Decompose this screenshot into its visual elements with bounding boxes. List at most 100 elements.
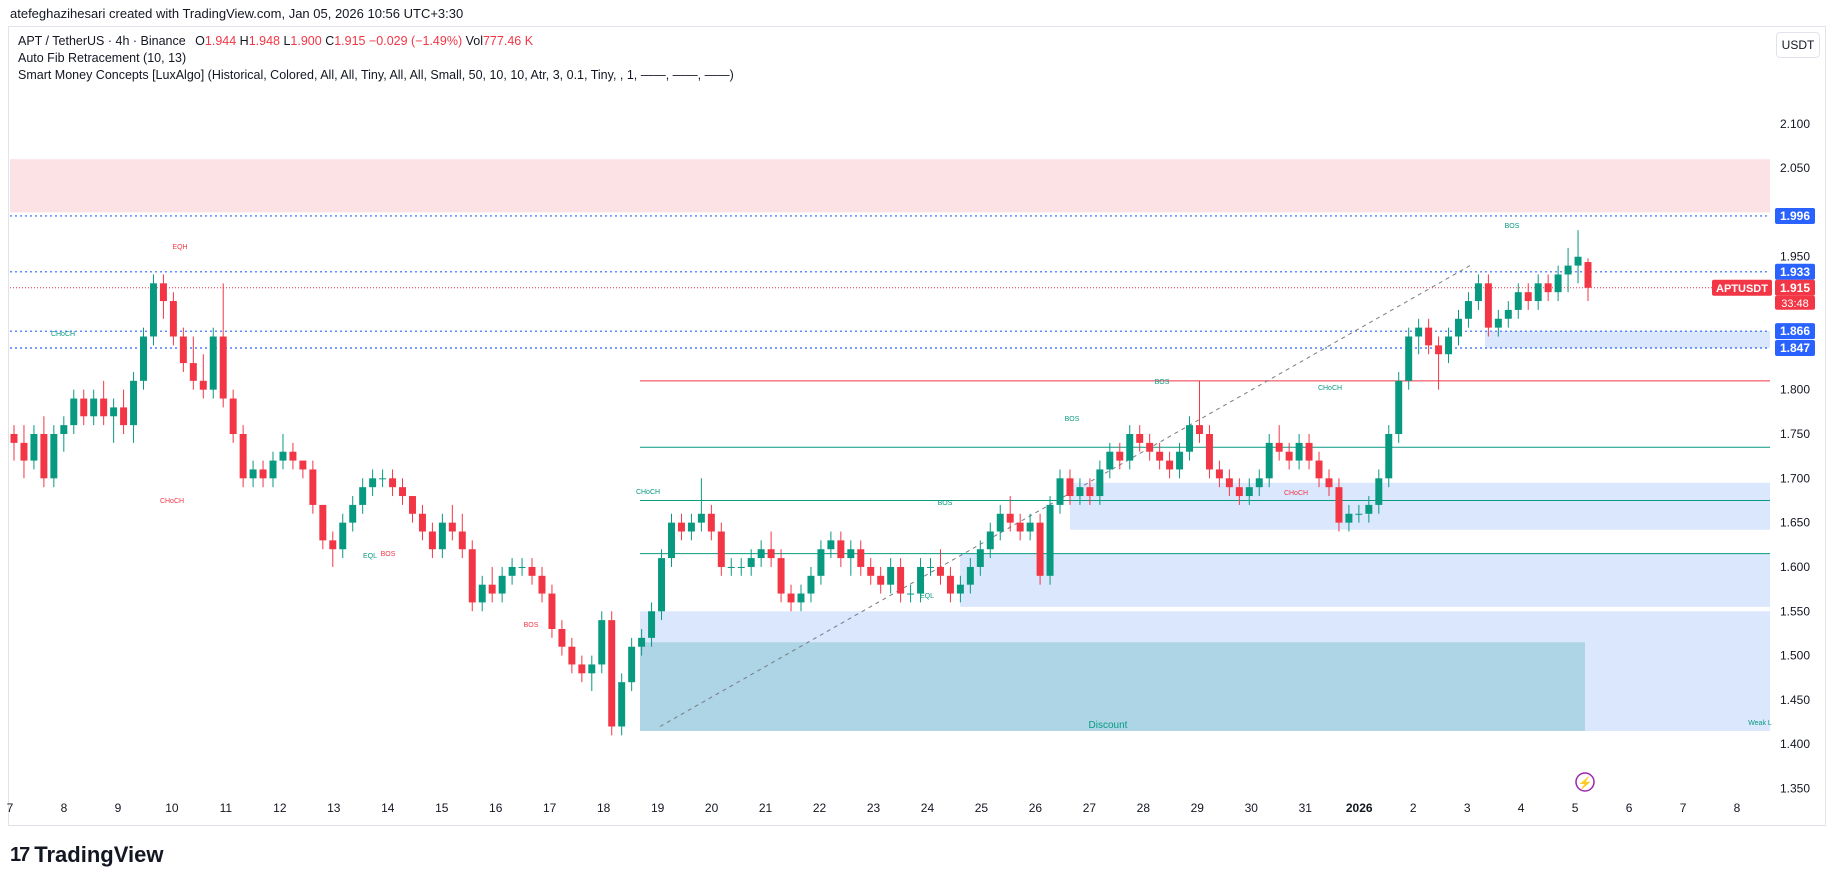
candle-body <box>1255 478 1263 488</box>
x-tick-label: 5 <box>1572 801 1579 815</box>
x-tick-label: 15 <box>435 801 449 815</box>
candle-body <box>10 434 18 443</box>
candle-body <box>179 336 187 364</box>
smc-label: EQL <box>363 553 377 560</box>
smc-label: CHoCH <box>1318 385 1342 392</box>
y-tick-label: 1.950 <box>1780 250 1810 264</box>
x-tick-label: 20 <box>705 801 719 815</box>
x-tick-label: 14 <box>381 801 395 815</box>
candle-body <box>1315 460 1323 479</box>
candle-body <box>1345 513 1353 523</box>
x-tick-label: 27 <box>1083 801 1097 815</box>
candle-body <box>1225 478 1233 488</box>
x-tick-label: 24 <box>921 801 935 815</box>
tradingview-logo[interactable]: 17 TradingView <box>10 842 163 868</box>
y-tick-label: 1.350 <box>1780 782 1810 796</box>
x-tick-label: 22 <box>813 801 827 815</box>
candle-body <box>648 611 656 638</box>
demand-zone-4 <box>1485 331 1770 349</box>
candle-body <box>70 398 78 426</box>
candle-body <box>40 434 48 479</box>
candle-body <box>159 283 167 302</box>
lightning-icon <box>1575 772 1595 792</box>
price-label: 1.866 <box>1780 324 1810 338</box>
candle-body <box>976 549 984 567</box>
candle-body <box>807 575 815 594</box>
currency-button[interactable]: USDT <box>1776 32 1820 58</box>
smc-label: Discount <box>1089 720 1128 731</box>
candle-body <box>1524 292 1532 302</box>
candle-body <box>1385 434 1393 479</box>
candle-body <box>90 398 98 417</box>
smc-label: BOS <box>524 622 539 629</box>
candle-body <box>30 434 38 461</box>
indicator-fib-legend[interactable]: Auto Fib Retracement (10, 13) <box>18 51 187 65</box>
x-tick-label: 18 <box>597 801 611 815</box>
smc-label: Weak L <box>1748 720 1772 727</box>
chart-frame[interactable] <box>8 26 1826 826</box>
candle-body <box>1156 451 1164 461</box>
candle-body <box>1564 265 1572 275</box>
x-tick-label: 8 <box>1734 801 1741 815</box>
candle-body <box>428 531 436 550</box>
candle-body <box>408 496 416 514</box>
candle-body <box>1435 345 1443 355</box>
indicator-smc-legend[interactable]: Smart Money Concepts [LuxAlgo] (Historic… <box>18 68 734 82</box>
candle-body <box>169 301 177 337</box>
candle-body <box>1504 309 1512 319</box>
price-label: 1.915 <box>1780 281 1810 295</box>
candle-body <box>289 451 297 461</box>
candle-body <box>638 637 646 647</box>
price-label-bg <box>1775 340 1815 357</box>
candle-body <box>598 620 606 665</box>
candle-body <box>1464 301 1472 319</box>
candle-body <box>867 566 875 576</box>
candle-body <box>279 451 287 461</box>
high-value: 1.948 <box>248 34 280 48</box>
candle-body <box>458 531 466 550</box>
candle-body <box>628 646 636 683</box>
candle-body <box>438 522 446 550</box>
symbol-name[interactable]: APT / TetherUS · 4h · Binance <box>18 34 186 48</box>
candle-body <box>189 363 197 381</box>
candle-body <box>1554 274 1562 293</box>
y-tick-label: 1.450 <box>1780 693 1810 707</box>
x-tick-label: 4 <box>1518 801 1525 815</box>
demand-zone-3 <box>1070 482 1770 530</box>
candle-body <box>1066 478 1074 497</box>
y-tick-label: 1.400 <box>1780 737 1810 751</box>
tradingview-logo-icon: 17 <box>10 843 30 866</box>
candle-body <box>897 566 905 594</box>
candle-body <box>498 575 506 594</box>
y-tick-label: 1.750 <box>1780 427 1810 441</box>
candle-body <box>658 558 666 612</box>
y-tick-label: 1.550 <box>1780 604 1810 618</box>
x-tick-label: 7 <box>7 801 14 815</box>
candle-body <box>339 522 347 550</box>
candle-body <box>80 398 88 417</box>
candle-body <box>1146 442 1154 452</box>
candle-body <box>60 425 68 434</box>
candle-body <box>588 664 596 674</box>
change-value: −0.029 (−1.49%) <box>368 34 463 48</box>
x-tick-label: 21 <box>759 801 773 815</box>
y-tick-label: 2.050 <box>1780 161 1810 175</box>
lightning-icon: ⚡ <box>1578 776 1593 790</box>
x-tick-label: 23 <box>867 801 881 815</box>
brand-name: TradingView <box>34 842 164 867</box>
x-tick-label: 9 <box>115 801 122 815</box>
x-tick-label: 12 <box>273 801 287 815</box>
discount-zone <box>640 642 1585 731</box>
candle-body <box>946 575 954 594</box>
candle-body <box>359 487 367 505</box>
y-tick-label: 1.500 <box>1780 649 1810 663</box>
y-tick-label: 1.650 <box>1780 516 1810 530</box>
candle-body <box>757 549 765 559</box>
x-tick-label: 28 <box>1137 801 1151 815</box>
candle-body <box>269 460 277 479</box>
candle-body <box>319 504 327 541</box>
candle-body <box>917 566 925 594</box>
smc-label: BOS <box>1155 379 1170 386</box>
candle-body <box>1335 487 1343 523</box>
